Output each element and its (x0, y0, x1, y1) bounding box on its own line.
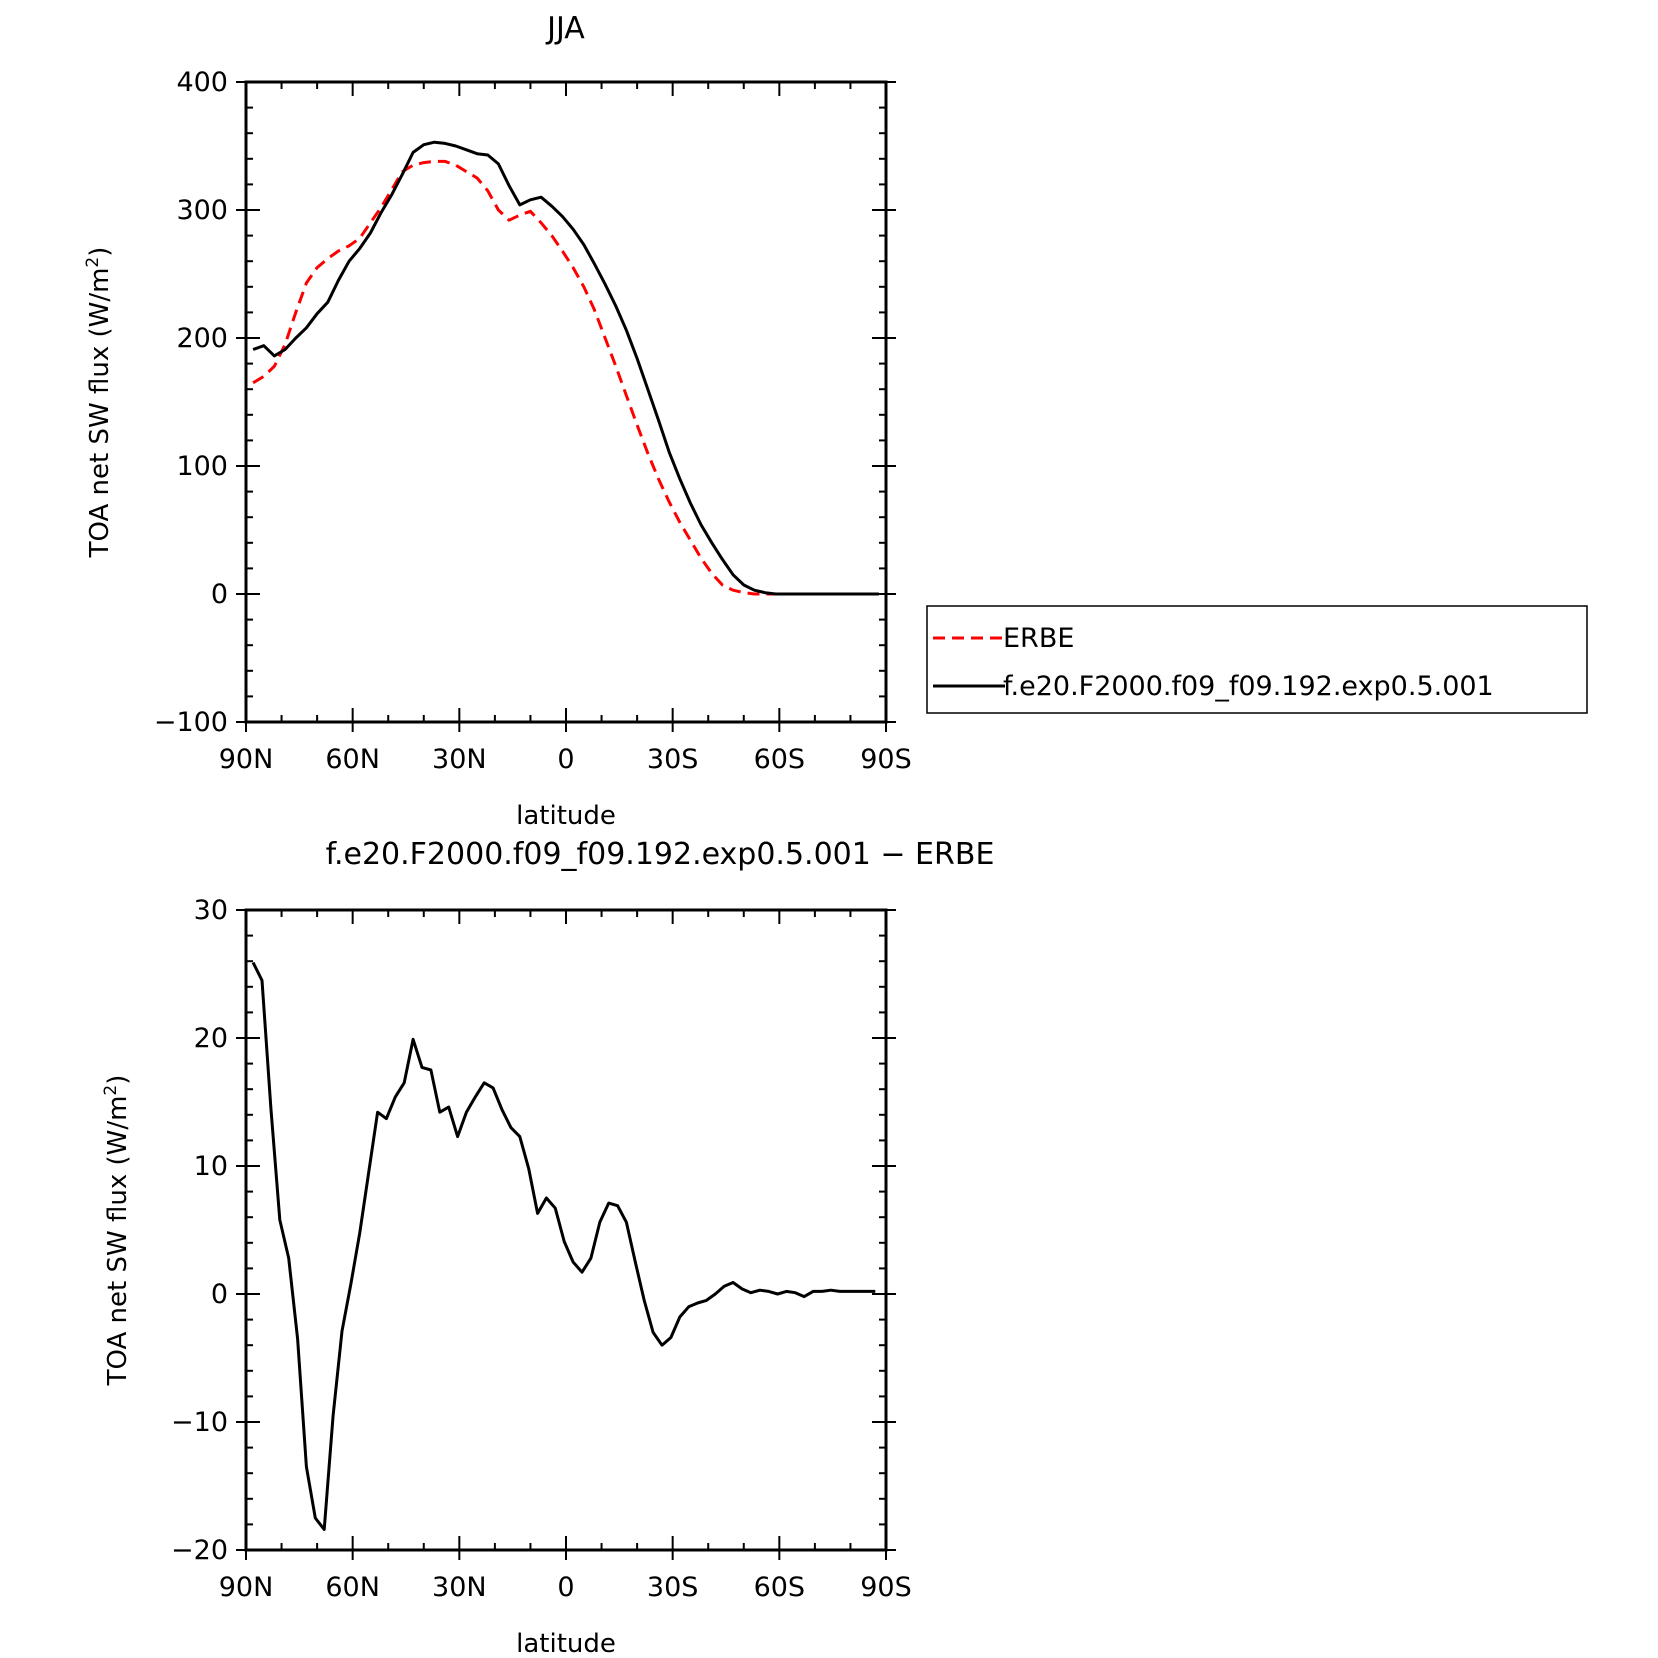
difference-line (251, 961, 876, 1531)
x-tick-label: 30N (432, 744, 487, 775)
x-tick-label: 30S (647, 744, 699, 775)
y-tick-label: 10 (194, 1151, 228, 1182)
top-ticks (236, 81, 896, 732)
x-tick-label: 90N (219, 1572, 274, 1603)
series-line-0 (252, 159, 879, 596)
y-tick-label: 30 (194, 895, 228, 926)
top-panel: JJA 90N 60N 30N 0 30S 60S 90S 400 300 200 100 0 −10… (83, 11, 912, 831)
y-tick-label: 0 (211, 579, 228, 610)
legend: ERBE f.e20.F2000.f09_f09.192.exp0.5.001 (926, 605, 1588, 714)
y-tick-label: −20 (171, 1535, 228, 1566)
top-y-tick-labels: 400 300 200 100 0 −100 (154, 67, 228, 738)
series-line-1 (252, 140, 879, 596)
x-tick-label: 60S (754, 744, 806, 775)
y-tick-label: 20 (194, 1023, 228, 1054)
x-tick-label: 0 (557, 744, 574, 775)
x-tick-label: 30N (432, 1572, 487, 1603)
top-y-axis-label: TOA net SW flux (W/m2) (83, 247, 115, 559)
y-tick-label: 300 (176, 195, 228, 226)
bottom-panel: f.e20.F2000.f09_f09.192.exp0.5.001 − ERB… (101, 837, 994, 1658)
bottom-ticks (236, 909, 896, 1560)
bottom-y-tick-labels: 30 20 10 0 −10 −20 (171, 895, 228, 1566)
x-tick-label: 90S (860, 1572, 912, 1603)
bottom-chart-title: f.e20.F2000.f09_f09.192.exp0.5.001 − ERB… (326, 837, 995, 872)
top-x-axis-label: latitude (516, 801, 616, 831)
top-series-lines (252, 140, 879, 596)
bottom-x-tick-labels: 90N 60N 30N 0 30S 60S 90S (219, 1572, 912, 1603)
bottom-plot-frame (244, 908, 888, 1552)
y-tick-label: −10 (171, 1407, 228, 1438)
x-tick-label: 0 (557, 1572, 574, 1603)
top-y-axis-label-sup: 2 (83, 257, 103, 268)
top-x-tick-labels: 90N 60N 30N 0 30S 60S 90S (219, 744, 912, 775)
x-tick-label: 90S (860, 744, 912, 775)
top-chart-title: JJA (545, 11, 585, 46)
bottom-series-lines (251, 961, 876, 1531)
y-tick-label: −100 (154, 707, 228, 738)
x-tick-label: 60S (754, 1572, 806, 1603)
bottom-x-axis-label: latitude (516, 1629, 616, 1658)
y-tick-label: 400 (176, 67, 228, 98)
y-tick-label: 0 (211, 1279, 228, 1310)
bottom-y-axis-label-sup: 2 (101, 1085, 121, 1096)
legend-label-model: f.e20.F2000.f09_f09.192.exp0.5.001 (1003, 671, 1494, 702)
x-tick-label: 60N (325, 1572, 380, 1603)
bottom-y-axis-label-main: TOA net SW flux (W/m (103, 1096, 133, 1387)
x-tick-label: 60N (325, 744, 380, 775)
top-plot-frame (244, 80, 888, 724)
legend-box (926, 605, 1588, 714)
y-tick-label: 100 (176, 451, 228, 482)
top-y-axis-label-close: ) (85, 247, 115, 257)
legend-label-erbe: ERBE (1003, 623, 1074, 654)
bottom-y-axis-label: TOA net SW flux (W/m2) (101, 1075, 133, 1387)
top-y-axis-label-main: TOA net SW flux (W/m (85, 268, 115, 559)
x-tick-label: 90N (219, 744, 274, 775)
y-tick-label: 200 (176, 323, 228, 354)
bottom-y-axis-label-close: ) (103, 1075, 133, 1085)
x-tick-label: 30S (647, 1572, 699, 1603)
